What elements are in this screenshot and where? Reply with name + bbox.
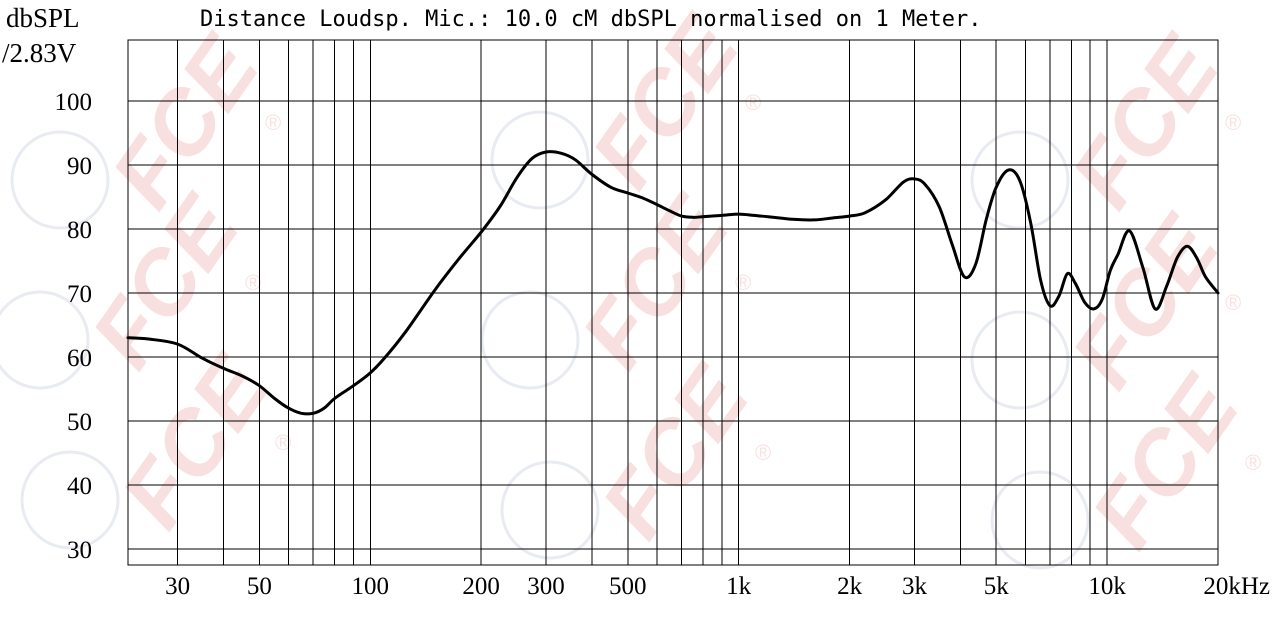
series-layer [126, 150, 1220, 416]
x-tick-label: 1k [726, 573, 752, 600]
plot-frame [127, 39, 1219, 566]
x-tick-label: 10k [1088, 573, 1126, 600]
y-tick-label: 30 [67, 537, 92, 564]
watermark-emblem-icon [10, 130, 110, 230]
y-axis-label-unit: dbSPL [6, 3, 80, 33]
watermark-emblem-icon [970, 130, 1070, 230]
y-tick-label: 100 [55, 89, 93, 116]
x-tick-labels: 30 50 100 200 300 500 1k 2k 3k 5k 10k 20kHz [165, 573, 1270, 600]
watermark-registered: ® [265, 110, 281, 135]
watermark-emblem-icon [20, 450, 120, 550]
watermark-text: FCE [1073, 358, 1260, 565]
watermark-registered: ® [245, 270, 261, 295]
x-tick-label: 200 [462, 573, 500, 600]
y-tick-label: 80 [67, 217, 92, 244]
watermark-registered: ® [755, 440, 771, 465]
watermark-registered: ® [1225, 110, 1241, 135]
y-tick-label: 40 [67, 473, 92, 500]
watermark-emblem-icon [970, 310, 1070, 410]
watermark-emblem-icon [490, 110, 590, 210]
x-tick-label: 20kHz [1203, 573, 1270, 600]
watermark-layer: FCE® FCE® FCE®FCE® FCE® FCE®FCE® FCE® FCE® [0, 0, 1261, 570]
watermark-emblem-icon [0, 290, 90, 390]
watermark-registered: ® [735, 270, 751, 295]
watermark-registered: ® [275, 430, 291, 455]
series-line-spl [126, 150, 1220, 416]
watermark-registered: ® [1225, 290, 1241, 315]
x-tick-label: 100 [352, 573, 390, 600]
y-tick-labels: 30 40 50 60 70 80 90 100 [55, 89, 93, 564]
x-tick-label: 500 [609, 573, 647, 600]
grid-lines [128, 40, 1219, 565]
y-tick-label: 70 [67, 281, 92, 308]
x-tick-label: 3k [902, 573, 928, 600]
watermark-emblem-icon [990, 470, 1090, 570]
watermark-text: FCE [1053, 18, 1240, 225]
x-tick-label: 2k [837, 573, 863, 600]
watermark-text: FCE [583, 348, 770, 555]
x-tick-label: 300 [527, 573, 565, 600]
watermark-registered: ® [1245, 450, 1261, 475]
x-tick-label: 30 [165, 573, 190, 600]
chart-title: Distance Loudsp. Mic.: 10.0 cM dbSPL nor… [200, 7, 981, 32]
x-tick-label: 50 [247, 573, 272, 600]
y-tick-label: 90 [67, 153, 92, 180]
watermark-emblem-icon [500, 460, 600, 560]
y-tick-label: 50 [67, 409, 92, 436]
y-tick-label: 60 [67, 345, 92, 372]
x-tick-label: 5k [984, 573, 1010, 600]
y-axis-label-voltage: /2.83V [2, 38, 77, 68]
watermark-emblem-icon [480, 290, 580, 390]
watermark-text: FCE [73, 178, 260, 385]
watermark-registered: ® [745, 90, 761, 115]
